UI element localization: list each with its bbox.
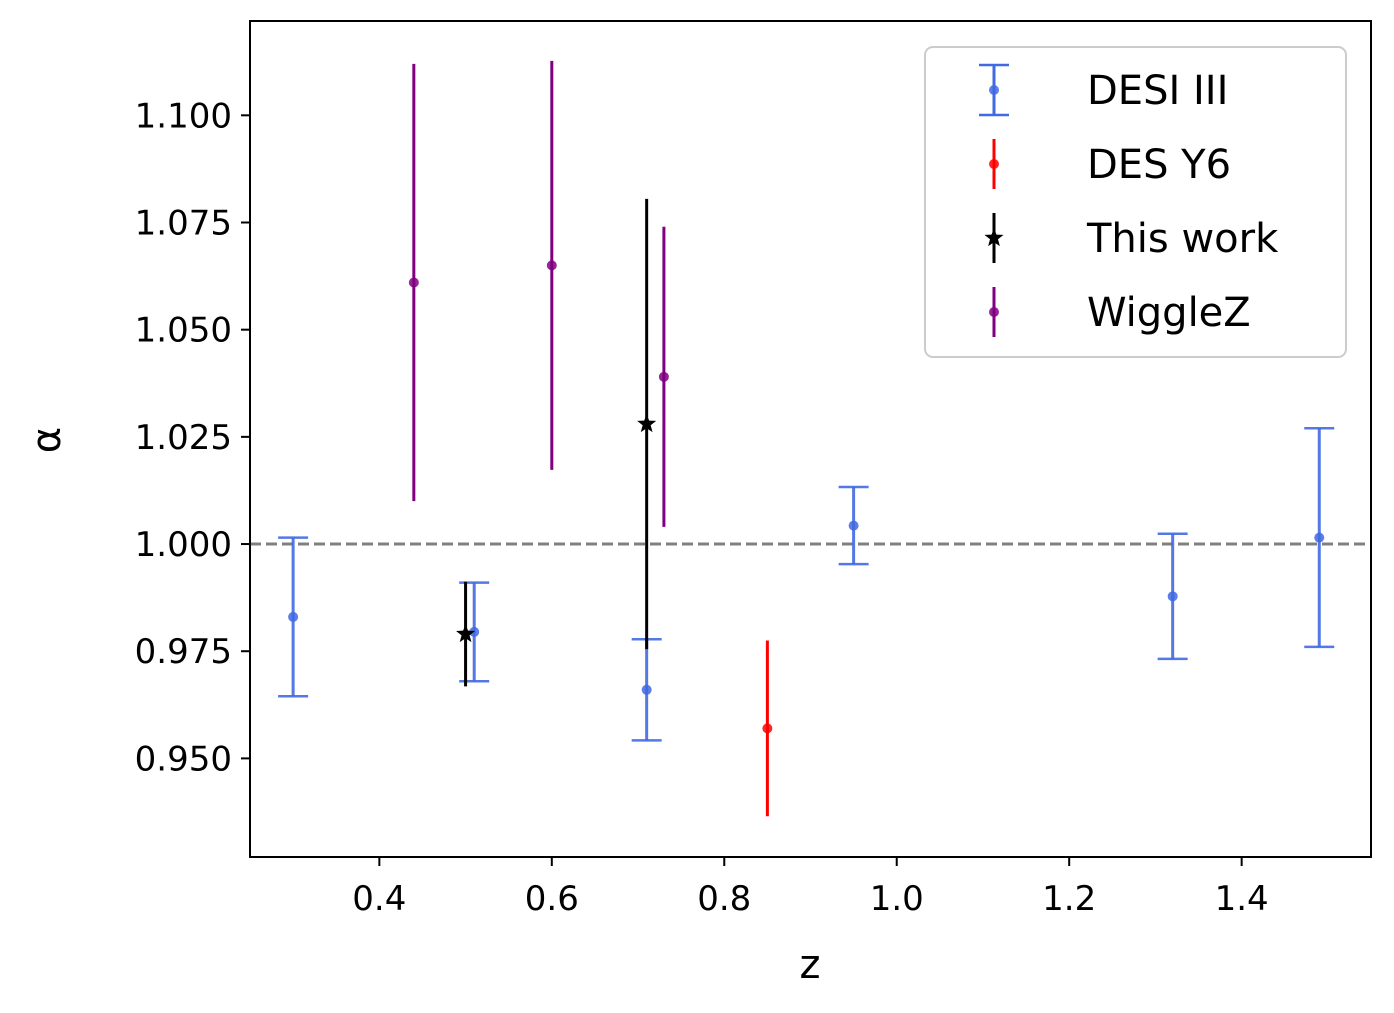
legend: DESI III DES Y6 This work WiggleZ [924, 46, 1347, 358]
y-tick-label: 1.025 [135, 418, 232, 458]
legend-marker [984, 228, 1004, 247]
x-tick-label: 1.4 [1215, 879, 1269, 919]
x-axis-label: z [800, 942, 821, 988]
data-point-wigglez [408, 63, 419, 502]
marker [546, 260, 557, 271]
data-point-desi-iii [278, 536, 309, 698]
x-tick-label: 1.0 [870, 879, 924, 919]
data-point-this-work [637, 198, 657, 650]
marker [288, 611, 299, 622]
data-point-this-work [456, 581, 476, 687]
legend-label: This work [1086, 216, 1279, 262]
data-point-des-y6 [762, 640, 773, 817]
marker [848, 520, 859, 531]
data-layer [278, 60, 1335, 817]
marker [658, 371, 669, 382]
y-tick-label: 0.975 [135, 632, 232, 672]
x-tick-label: 1.2 [1042, 879, 1096, 919]
data-point-desi-iii [838, 485, 869, 566]
marker [469, 626, 480, 637]
legend-entry-des-y6: DES Y6 [989, 139, 1231, 189]
x-tick-label: 0.8 [697, 879, 751, 919]
plot-frame [249, 20, 1372, 858]
y-tick-label: 0.950 [135, 739, 232, 779]
legend-marker [989, 159, 999, 169]
y-axis-label: α [24, 427, 70, 453]
y-tick-label: 1.050 [135, 311, 232, 351]
x-tick-label: 0.4 [352, 879, 406, 919]
legend-label: DES Y6 [1087, 142, 1231, 188]
data-point-desi-iii [631, 637, 662, 742]
legend-marker [989, 307, 999, 317]
legend-label: DESI III [1087, 68, 1228, 114]
series-desi-iii [278, 427, 1335, 742]
legend-box [924, 46, 1347, 358]
marker [1314, 532, 1325, 543]
marker [456, 624, 476, 643]
series-this-work [456, 198, 657, 687]
y-tick-label: 1.000 [135, 525, 232, 565]
legend-entry-wigglez: WiggleZ [989, 287, 1251, 337]
marker [641, 684, 652, 695]
data-point-desi-iii [1304, 427, 1335, 649]
data-point-desi-iii [1157, 532, 1188, 661]
legend-entry-this-work: This work [984, 213, 1279, 263]
y-tick-label: 1.075 [135, 203, 232, 243]
series-wigglez [408, 60, 669, 527]
data-point-wigglez [658, 226, 669, 527]
legend-marker [989, 85, 999, 95]
y-tick-label: 1.100 [135, 96, 232, 136]
marker [408, 277, 419, 288]
series-des-y6 [762, 640, 773, 817]
x-tick-label: 0.6 [525, 879, 579, 919]
axes-layer: 0.4 0.6 0.8 1.0 1.2 1.4 0.950 0.975 1.000 1.025 1.… [135, 20, 1372, 919]
data-point-wigglez [546, 60, 557, 470]
marker [762, 723, 773, 734]
legend-entry-desi-iii: DESI III [979, 63, 1228, 117]
marker [1167, 591, 1178, 602]
marker [637, 413, 657, 433]
legend-label: WiggleZ [1087, 290, 1251, 336]
